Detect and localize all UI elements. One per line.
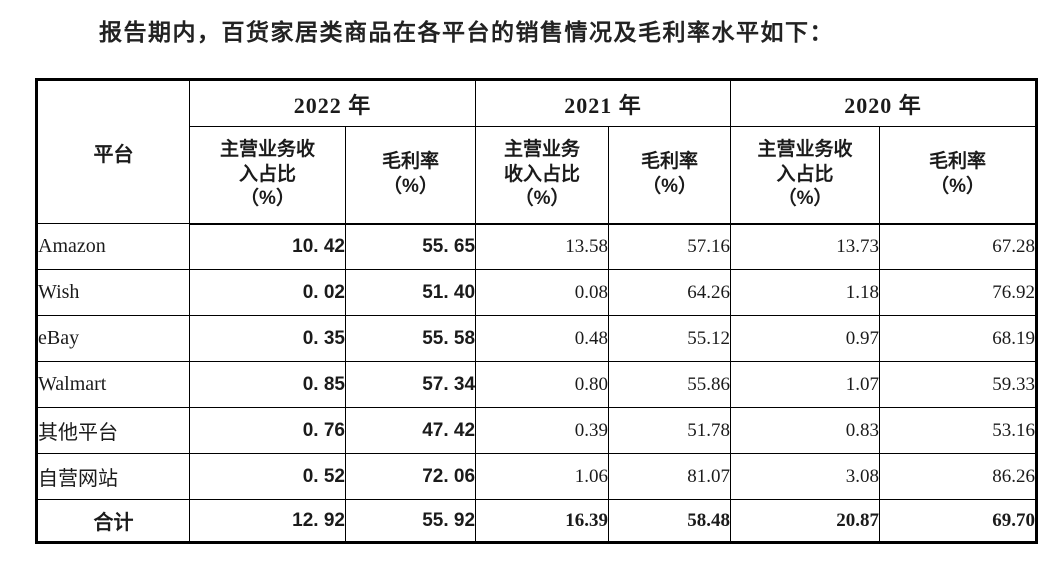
rev-share-2022: 0. 02 bbox=[189, 269, 346, 316]
table-row-wish: Wish 0. 02 51. 40 0.08 64.26 1.18 76.92 bbox=[36, 269, 1038, 316]
rev-share-2022: 0. 85 bbox=[189, 361, 346, 408]
header-gross-margin-2020: 毛利率 （%） bbox=[879, 126, 1038, 225]
gross-margin-2020: 68.19 bbox=[879, 315, 1038, 362]
header-platform: 平台 bbox=[36, 79, 190, 224]
gross-margin-2022: 55. 65 bbox=[344, 223, 477, 270]
platform-name: Walmart bbox=[36, 361, 190, 408]
total-rev-share-2020: 20.87 bbox=[730, 499, 881, 543]
table-header-year-row: 平台 2022 年 2021 年 2020 年 bbox=[36, 79, 1038, 224]
gross-margin-2022: 51. 40 bbox=[344, 269, 477, 316]
gross-margin-2022: 55. 58 bbox=[344, 315, 477, 362]
rev-share-2022: 0. 76 bbox=[189, 407, 346, 454]
total-gross-margin-2021: 58.48 bbox=[608, 499, 732, 543]
rev-share-2020: 1.07 bbox=[730, 361, 881, 408]
platform-name: eBay bbox=[36, 315, 190, 362]
table-row-amazon: Amazon 10. 42 55. 65 13.58 57.16 13.73 6… bbox=[36, 223, 1038, 270]
gross-margin-2021: 55.12 bbox=[608, 315, 732, 362]
header-rev-share-2021: 主营业务 收入占比 （%） bbox=[475, 126, 610, 225]
platform-sales-table: 平台 2022 年 2021 年 2020 年 主营业务收 入占比 （%） 毛利… bbox=[35, 78, 1039, 544]
rev-share-2022: 0. 35 bbox=[189, 315, 346, 362]
page-title: 报告期内，百货家居类商品在各平台的销售情况及毛利率水平如下： bbox=[99, 19, 834, 45]
rev-share-2020: 1.18 bbox=[730, 269, 881, 316]
gross-margin-2022: 47. 42 bbox=[344, 407, 477, 454]
gross-margin-2020: 59.33 bbox=[879, 361, 1038, 408]
gross-margin-2021: 51.78 bbox=[608, 407, 732, 454]
table-row-other-platforms: 其他平台 0. 76 47. 42 0.39 51.78 0.83 53.16 bbox=[36, 407, 1038, 454]
gross-margin-2021: 81.07 bbox=[608, 453, 732, 500]
platform-name: Amazon bbox=[36, 223, 190, 270]
header-year-2022: 2022 年 bbox=[188, 79, 477, 127]
table-row-ebay: eBay 0. 35 55. 58 0.48 55.12 0.97 68.19 bbox=[36, 315, 1038, 362]
gross-margin-2021: 55.86 bbox=[608, 361, 732, 408]
table-row-own-website: 自营网站 0. 52 72. 06 1.06 81.07 3.08 86.26 bbox=[36, 453, 1038, 500]
rev-share-2021: 1.06 bbox=[475, 453, 610, 500]
table-row-total: 合计 12. 92 55. 92 16.39 58.48 20.87 69.70 bbox=[36, 499, 1038, 543]
platform-name: Wish bbox=[36, 269, 190, 316]
table-header-sub-row: 主营业务收 入占比 （%） 毛利率 （%） 主营业务 收入占比 （%） 毛利率 … bbox=[37, 126, 1038, 225]
rev-share-2020: 3.08 bbox=[730, 453, 881, 500]
rev-share-2021: 0.48 bbox=[475, 315, 610, 362]
table-row-walmart: Walmart 0. 85 57. 34 0.80 55.86 1.07 59.… bbox=[36, 361, 1038, 408]
gross-margin-2021: 64.26 bbox=[608, 269, 732, 316]
total-gross-margin-2020: 69.70 bbox=[879, 499, 1038, 543]
gross-margin-2020: 76.92 bbox=[879, 269, 1038, 316]
header-year-2020: 2020 年 bbox=[730, 79, 1038, 127]
rev-share-2020: 0.97 bbox=[730, 315, 881, 362]
platform-name: 自营网站 bbox=[36, 453, 190, 500]
gross-margin-2021: 57.16 bbox=[608, 223, 732, 270]
gross-margin-2020: 67.28 bbox=[879, 223, 1038, 270]
total-rev-share-2021: 16.39 bbox=[475, 499, 610, 543]
rev-share-2021: 0.80 bbox=[475, 361, 610, 408]
total-label: 合计 bbox=[36, 499, 190, 543]
gross-margin-2022: 57. 34 bbox=[344, 361, 477, 408]
gross-margin-2020: 86.26 bbox=[879, 453, 1038, 500]
rev-share-2022: 0. 52 bbox=[189, 453, 346, 500]
total-gross-margin-2022: 55. 92 bbox=[344, 499, 477, 543]
rev-share-2020: 0.83 bbox=[730, 407, 881, 454]
gross-margin-2022: 72. 06 bbox=[344, 453, 477, 500]
header-rev-share-2022: 主营业务收 入占比 （%） bbox=[189, 126, 346, 225]
platform-name: 其他平台 bbox=[36, 407, 190, 454]
rev-share-2021: 13.58 bbox=[475, 223, 610, 270]
header-gross-margin-2021: 毛利率 （%） bbox=[608, 126, 732, 225]
header-rev-share-2020: 主营业务收 入占比 （%） bbox=[730, 126, 881, 225]
rev-share-2021: 0.39 bbox=[475, 407, 610, 454]
header-gross-margin-2022: 毛利率 （%） bbox=[344, 126, 477, 225]
rev-share-2021: 0.08 bbox=[475, 269, 610, 316]
header-year-2021: 2021 年 bbox=[475, 79, 732, 127]
rev-share-2022: 10. 42 bbox=[189, 223, 346, 270]
rev-share-2020: 13.73 bbox=[730, 223, 881, 270]
total-rev-share-2022: 12. 92 bbox=[189, 499, 346, 543]
gross-margin-2020: 53.16 bbox=[879, 407, 1038, 454]
